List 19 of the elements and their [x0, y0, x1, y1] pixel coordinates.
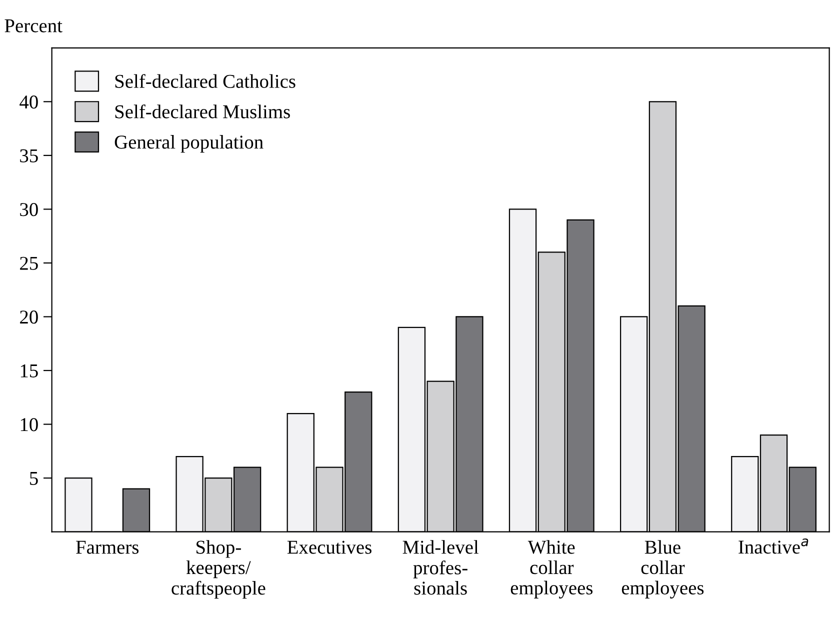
legend-label: Self-declared Muslims: [115, 104, 290, 118]
x-tick-label: White collar employees: [510, 540, 593, 598]
y-axis-title: Percent: [4, 19, 62, 32]
x-tick-label: Blue collar employees: [622, 540, 704, 598]
y-tick-label: 35: [20, 149, 38, 162]
legend-label: General population: [114, 135, 264, 153]
y-tick-label: 5: [30, 472, 38, 485]
x-tick-label: Executives: [287, 540, 372, 554]
y-tick-label: 20: [20, 310, 38, 324]
x-tick-label: Mid-level profes- sionals: [402, 540, 479, 595]
y-tick-label: 15: [20, 364, 38, 378]
x-tick-label: Shop- keepers/ craftspeople: [172, 540, 266, 599]
x-tick-label: Farmers: [76, 540, 139, 554]
legend-label: Self-declared Catholics: [115, 74, 296, 88]
y-tick-label: 40: [20, 95, 38, 109]
x-tick-label: Inactive$^{a}$: [738, 538, 808, 554]
y-tick-label: 10: [20, 418, 38, 432]
y-tick-label: 30: [20, 203, 38, 216]
y-tick-label: 25: [20, 256, 38, 270]
